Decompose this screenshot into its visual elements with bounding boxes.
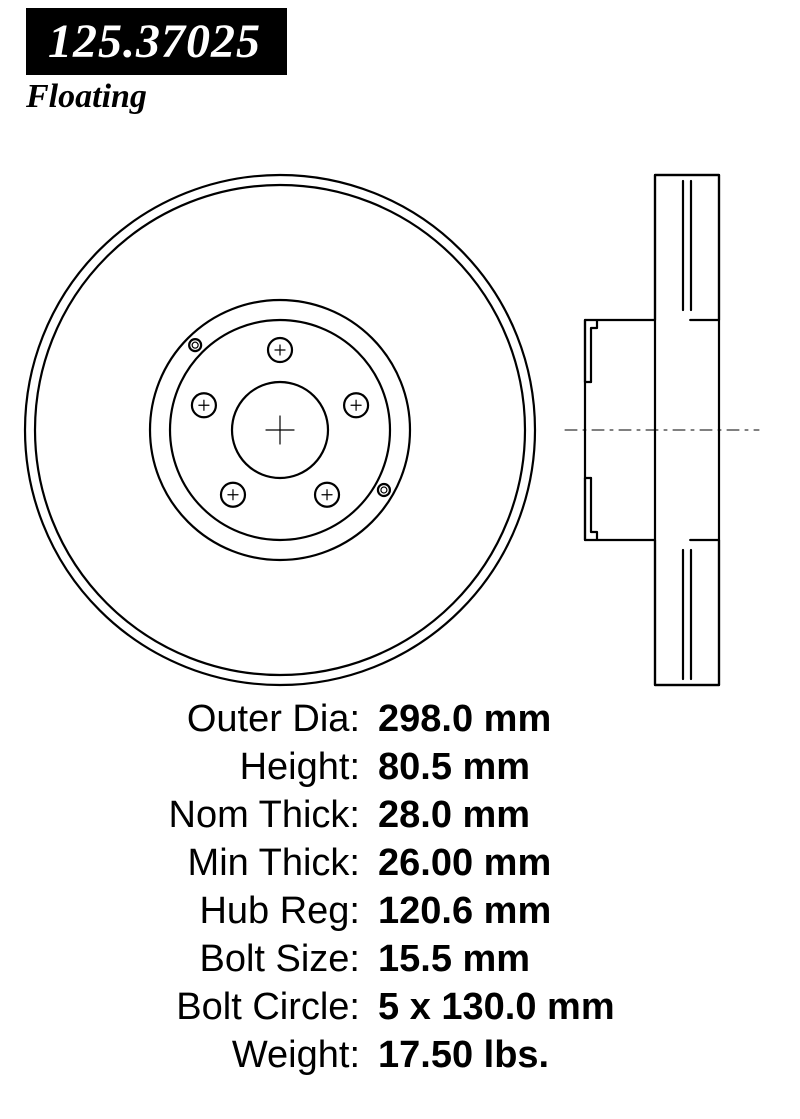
part-number: 125.37025 [48,15,261,68]
subtitle: Floating [26,78,147,116]
spec-label: Height: [60,748,360,786]
spec-label: Hub Reg: [60,892,360,930]
spec-row: Bolt Circle: 5 x 130.0 mm [60,988,740,1026]
spec-row: Min Thick: 26.00 mm [60,844,740,882]
spec-value: 15.5 mm [378,940,530,978]
spec-value: 120.6 mm [378,892,551,930]
spec-value: 5 x 130.0 mm [378,988,615,1026]
spec-label: Bolt Circle: [60,988,360,1026]
part-number-banner: 125.37025 [26,8,287,75]
spec-row: Hub Reg: 120.6 mm [60,892,740,930]
spec-value: 26.00 mm [378,844,551,882]
spec-row: Nom Thick: 28.0 mm [60,796,740,834]
spec-label: Min Thick: [60,844,360,882]
rotor-diagram [0,130,800,690]
spec-table: Outer Dia: 298.0 mm Height: 80.5 mm Nom Thic… [60,700,740,1084]
spec-row: Outer Dia: 298.0 mm [60,700,740,738]
spec-row: Bolt Size: 15.5 mm [60,940,740,978]
spec-label: Bolt Size: [60,940,360,978]
spec-label: Outer Dia: [60,700,360,738]
spec-value: 298.0 mm [378,700,551,738]
spec-row: Weight: 17.50 lbs. [60,1036,740,1074]
spec-value: 28.0 mm [378,796,530,834]
page: 125.37025 Floating Outer Dia: 298.0 mm Hei… [0,0,800,1119]
spec-row: Height: 80.5 mm [60,748,740,786]
spec-label: Nom Thick: [60,796,360,834]
spec-label: Weight: [60,1036,360,1074]
spec-value: 80.5 mm [378,748,530,786]
spec-value: 17.50 lbs. [378,1036,549,1074]
